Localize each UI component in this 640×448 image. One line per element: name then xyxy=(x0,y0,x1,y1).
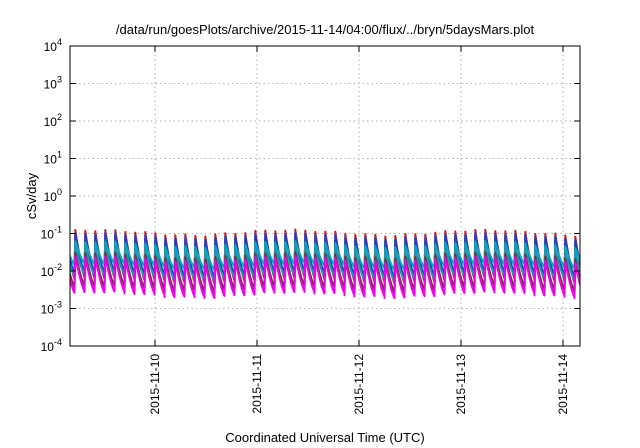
grid xyxy=(70,46,580,346)
y-tick-label: 10-2 xyxy=(41,262,62,279)
y-tick-label: 10-1 xyxy=(41,225,62,242)
x-tick-label: 2015-11-12 xyxy=(352,354,366,415)
x-tick-label: 2015-11-10 xyxy=(148,354,162,415)
y-tick-label: 10-4 xyxy=(41,337,62,354)
series-line-6 xyxy=(70,255,580,300)
x-axis-label: Coordinated Universal Time (UTC) xyxy=(225,430,424,445)
x-tick-label: 2015-11-13 xyxy=(454,354,468,415)
series-line-3 xyxy=(70,240,580,271)
series-layer xyxy=(70,228,580,300)
y-axis-label: cSv/day xyxy=(24,172,39,219)
y-tick-label: 101 xyxy=(44,150,62,167)
chart-title: /data/run/goesPlots/archive/2015-11-14/0… xyxy=(116,22,535,37)
x-tick-label: 2015-11-14 xyxy=(556,354,570,415)
y-tick-label: 103 xyxy=(44,75,62,92)
x-tick-label: 2015-11-11 xyxy=(250,354,264,414)
y-tick-label: 10-3 xyxy=(41,300,62,317)
y-tick-label: 104 xyxy=(44,37,62,54)
x-axis: 2015-11-10 2015-11-11 2015-11-12 2015-11-13… xyxy=(148,46,570,415)
y-tick-label: 100 xyxy=(44,187,62,204)
y-axis: 104 103 102 101 100 10-1 10-2 10-3 10-4 xyxy=(41,37,580,354)
y-tick-label: 102 xyxy=(44,112,62,129)
